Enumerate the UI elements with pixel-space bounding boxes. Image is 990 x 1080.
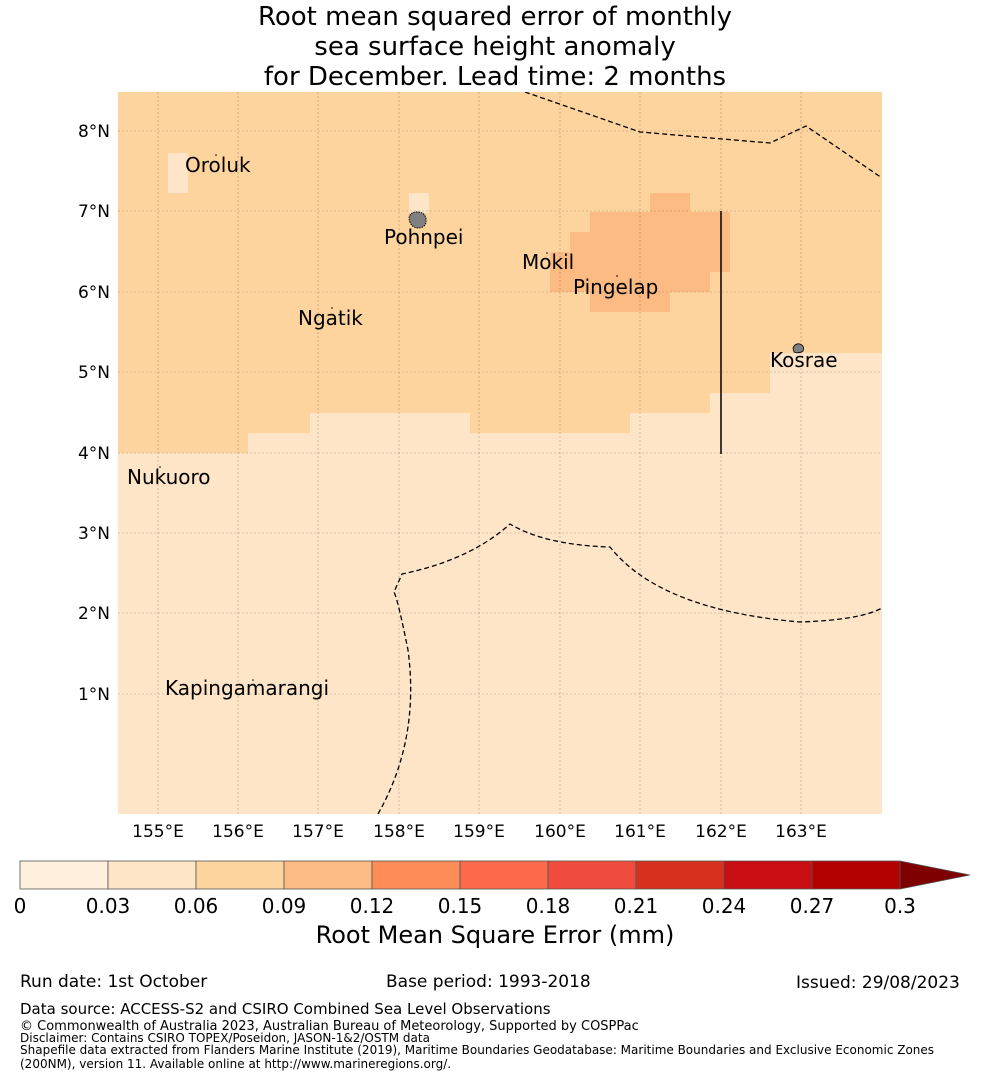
base-period: Base period: 1993-2018 [386, 972, 591, 992]
lon-tick-label: 161°E [614, 822, 666, 842]
lat-axis: 8°N 7°N 6°N 5°N 4°N 3°N 2°N 1°N [78, 122, 110, 705]
lon-axis: 155°E 156°E 157°E 158°E 159°E 160°E 161°… [132, 822, 827, 842]
place-label-kosrae: Kosrae [770, 348, 838, 372]
title-line-1: Root mean squared error of monthly [257, 2, 733, 32]
colorbar-tick-label: 0.09 [262, 894, 307, 918]
title-line-3: for December. Lead time: 2 months [263, 62, 727, 92]
colorbar-segment [371, 860, 461, 890]
lat-tick-label: 3°N [78, 524, 110, 544]
run-date: Run date: 1st October [20, 972, 208, 992]
colorbar-tick-label: 0.06 [174, 894, 219, 918]
colorbar-tick-label: 0.03 [86, 894, 131, 918]
error-cell-pohnpei [409, 193, 429, 213]
lat-tick-label: 5°N [78, 363, 110, 383]
lon-tick-label: 160°E [534, 822, 586, 842]
colorbar-tick-label: 0.15 [438, 894, 483, 918]
title-line-2: sea surface height anomaly [314, 32, 676, 62]
kosrae-island [792, 343, 804, 354]
lon-tick-label: 162°E [695, 822, 747, 842]
colorbar-tick-label: 0.24 [702, 894, 747, 918]
lon-tick-label: 156°E [212, 822, 264, 842]
colorbar-segment [459, 860, 549, 890]
colorbar-label: Root Mean Square Error (mm) [315, 921, 675, 949]
error-cell-oroluk [168, 153, 188, 193]
error-region-north [118, 92, 882, 453]
colorbar-segment [811, 860, 901, 890]
lat-tick-label: 7°N [78, 202, 110, 222]
colorbar: 0 0.03 0.06 0.09 0.12 0.15 0.18 0.21 0.24 0.27 0.3 [14, 860, 971, 918]
eez-boundaries [377, 92, 882, 814]
pohnpei-island [408, 211, 427, 229]
colorbar-tick-label: 0.21 [614, 894, 659, 918]
place-label-nukuoro: Nukuoro [127, 465, 211, 489]
colorbar-segment [635, 860, 725, 890]
error-region-east-patch [550, 193, 730, 312]
place-label-pingelap: Pingelap [573, 275, 658, 299]
place-label-pohnpei: Pohnpei [384, 225, 464, 249]
place-label-oroluk: Oroluk [185, 153, 251, 177]
shapefile-credit-line-1: Shapefile data extracted from Flanders M… [20, 1043, 935, 1057]
disclaimer: Disclaimer: Contains CSIRO TOPEX/Poseido… [20, 1031, 430, 1045]
lon-tick-label: 158°E [373, 822, 425, 842]
colorbar-segment [283, 860, 373, 890]
lat-tick-label: 4°N [78, 444, 110, 464]
lon-tick-label: 163°E [775, 822, 827, 842]
colorbar-segment [19, 860, 109, 890]
map-area: Oroluk Pohnpei Mokil Pingelap Ngatik Kos… [118, 92, 882, 814]
lat-tick-label: 8°N [78, 122, 110, 142]
copyright: © Commonwealth of Australia 2023, Austra… [20, 1019, 639, 1034]
issued-date: Issued: 29/08/2023 [796, 973, 960, 993]
colorbar-segment [547, 860, 637, 890]
lat-tick-label: 1°N [78, 685, 110, 705]
lon-tick-label: 155°E [132, 822, 184, 842]
colorbar-tick-label: 0 [14, 894, 27, 918]
lon-tick-label: 157°E [292, 822, 344, 842]
colorbar-segment [195, 860, 285, 890]
atoll-markers [159, 154, 618, 681]
place-label-kapingamarangi: Kapingamarangi [165, 676, 329, 700]
lat-tick-label: 6°N [78, 283, 110, 303]
lon-tick-label: 159°E [453, 822, 505, 842]
lat-tick-label: 2°N [78, 604, 110, 624]
colorbar-segment [723, 860, 813, 890]
colorbar-segment [107, 860, 197, 890]
place-label-ngatik: Ngatik [298, 306, 363, 330]
place-label-mokil: Mokil [522, 250, 574, 274]
eez-boundary-north [524, 92, 882, 179]
eez-boundary-south [377, 523, 882, 814]
colorbar-tick-label: 0.18 [526, 894, 571, 918]
chart-title: Root mean squared error of monthly sea s… [0, 2, 990, 92]
colorbar-tick-label: 0.27 [790, 894, 835, 918]
colorbar-extend-arrow [899, 860, 971, 890]
colorbar-tick-label: 0.3 [884, 894, 916, 918]
shapefile-credit-line-2: (200NM), version 11. Available online at… [20, 1057, 452, 1071]
data-source: Data source: ACCESS-S2 and CSIRO Combine… [20, 1000, 551, 1018]
colorbar-tick-label: 0.12 [350, 894, 395, 918]
